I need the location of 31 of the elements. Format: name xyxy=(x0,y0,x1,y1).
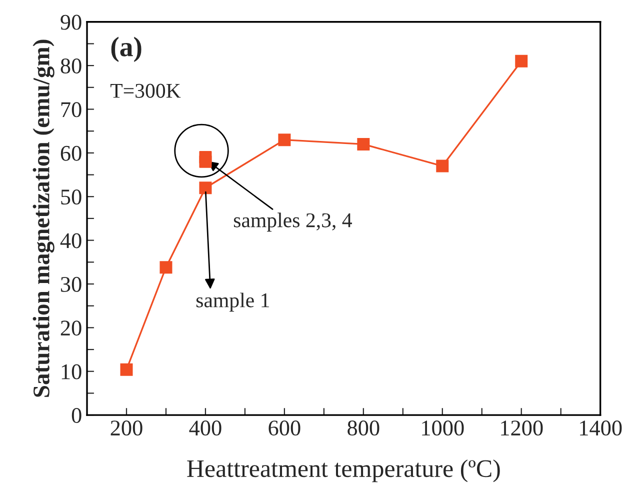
y-tick-label: 60 xyxy=(60,146,82,161)
y-tick-label: 30 xyxy=(60,276,82,292)
y-tick-label: 80 xyxy=(60,58,82,74)
y-axis-title: Saturation magnetization (emu/gm) xyxy=(32,40,54,397)
annotation: samples 2,3, 4 xyxy=(234,212,352,232)
point xyxy=(199,151,212,164)
y-tick-label: 0 xyxy=(72,408,82,423)
x-tick-label: 1000 xyxy=(422,420,464,436)
point xyxy=(120,363,133,376)
x-tick-label: 1200 xyxy=(501,420,543,436)
y-tick-label: 90 xyxy=(60,14,82,30)
point xyxy=(515,54,528,68)
point xyxy=(199,182,212,194)
y-tick-label: 70 xyxy=(61,102,82,118)
x-tick-label: 200 xyxy=(110,420,142,436)
y-tick-label: 40 xyxy=(60,233,82,248)
y-tick-label: 50 xyxy=(61,190,82,205)
point xyxy=(160,261,172,274)
point xyxy=(436,160,449,172)
point xyxy=(278,134,291,146)
x-axis-title: Heattreatment temperature (ºC) xyxy=(187,460,500,482)
y-tick-label: 20 xyxy=(60,320,82,336)
y-tick-label: 10 xyxy=(62,364,82,380)
annotation: (a) xyxy=(111,36,142,62)
x-tick-label: 800 xyxy=(348,420,380,436)
annotation: T=300K xyxy=(110,84,181,98)
point xyxy=(357,138,370,150)
x-tick-label: 400 xyxy=(189,420,222,436)
x-tick-label: 1400 xyxy=(580,420,622,436)
annotation: sample 1 xyxy=(196,292,269,312)
x-tick-label: 600 xyxy=(268,420,300,436)
